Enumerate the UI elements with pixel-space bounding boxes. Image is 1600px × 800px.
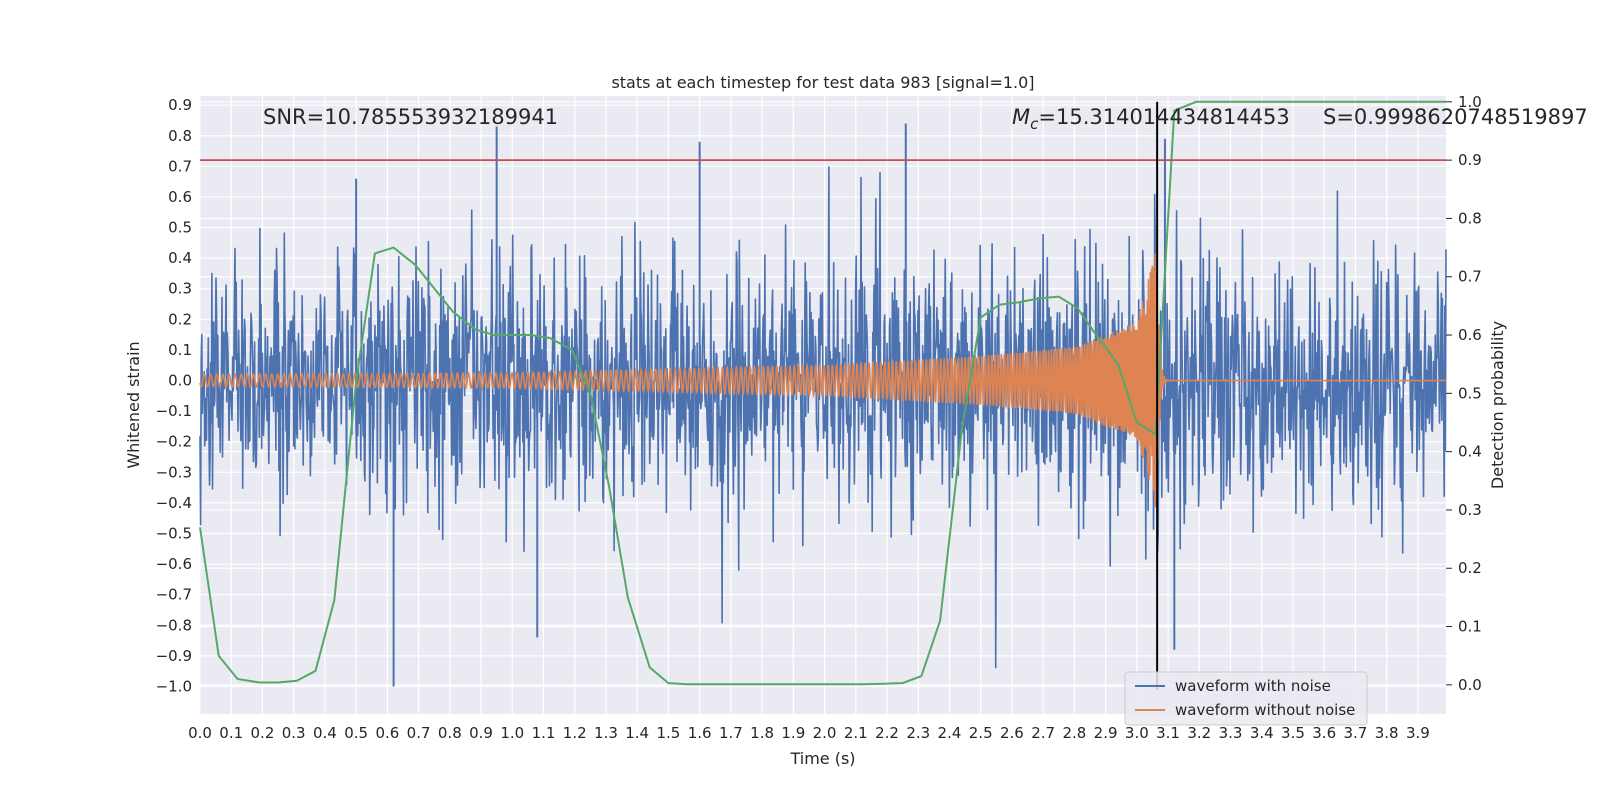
x-tick-label: 1.0 xyxy=(500,724,524,742)
x-tick-label: 0.1 xyxy=(219,724,243,742)
s-annotation: S=0.9998620748519897 xyxy=(1323,105,1588,129)
y2-tick-label: 0.7 xyxy=(1458,268,1482,286)
chirp-mass-value: =15.314014434814453 xyxy=(1038,105,1289,129)
x-tick-label: 3.1 xyxy=(1156,724,1180,742)
x-tick-label: 0.9 xyxy=(469,724,493,742)
x-tick-label: 1.6 xyxy=(688,724,712,742)
x-axis: 0.0 0.1 0.2 0.3 0.4 0.5 0.6 0.7 0.8 0.9 1.0 1.1 1.2 1… xyxy=(188,724,1430,742)
x-tick-label: 2.4 xyxy=(938,724,962,742)
x-tick-label: 1.4 xyxy=(625,724,649,742)
x-tick-label: 3.8 xyxy=(1375,724,1399,742)
y2-tick-label: 0.3 xyxy=(1458,501,1482,519)
x-tick-label: 2.3 xyxy=(906,724,930,742)
x-tick-label: 2.8 xyxy=(1062,724,1086,742)
y-tick-label: 0.8 xyxy=(168,127,192,145)
y2-tick-label: 0.8 xyxy=(1458,209,1482,227)
x-axis-label: Time (s) xyxy=(789,749,855,768)
chirp-mass-annotation: Mc=15.314014434814453 xyxy=(1012,105,1290,133)
noise-trace xyxy=(199,166,1447,669)
x-tick-label: 0.4 xyxy=(313,724,337,742)
y2-tick-label: 0.2 xyxy=(1458,559,1482,577)
series-waveform-without-noise xyxy=(199,253,1446,508)
x-tick-label: 0.6 xyxy=(375,724,399,742)
clean-trace xyxy=(199,253,1446,508)
legend: waveform with noise waveform without noi… xyxy=(1124,671,1368,726)
x-tick-label: 3.6 xyxy=(1312,724,1336,742)
y2-tick-label: 0.4 xyxy=(1458,443,1482,461)
y2-tick-label: 0.9 xyxy=(1458,151,1482,169)
y-axis-label: Whitened strain xyxy=(124,341,143,468)
x-tick-label: 2.0 xyxy=(813,724,837,742)
probability-trace xyxy=(199,100,1446,686)
x-tick-label: 1.7 xyxy=(719,724,743,742)
legend-label-noise: waveform with noise xyxy=(1175,677,1331,695)
y-tick-label: −0.9 xyxy=(156,647,192,665)
x-tick-label: 3.9 xyxy=(1406,724,1430,742)
y2-tick-label: 0.6 xyxy=(1458,326,1482,344)
y2-axis-label: Detection probability xyxy=(1488,321,1507,489)
legend-label-clean: waveform without noise xyxy=(1175,701,1355,719)
x-tick-label: 3.2 xyxy=(1187,724,1211,742)
y-tick-label: −0.1 xyxy=(156,402,192,420)
y-tick-label: 0.5 xyxy=(168,219,192,237)
x-tick-label: 3.7 xyxy=(1344,724,1368,742)
x-tick-label: 0.7 xyxy=(407,724,431,742)
legend-box xyxy=(1124,671,1368,726)
y-tick-label: −0.8 xyxy=(156,616,192,634)
y2-tick-label: 0.0 xyxy=(1458,676,1482,694)
x-tick-label: 1.2 xyxy=(563,724,587,742)
y2-tick-label: 1.0 xyxy=(1458,93,1482,111)
snr-annotation: SNR=10.785553932189941 xyxy=(263,105,558,129)
y-tick-label: 0.4 xyxy=(168,249,192,267)
x-tick-label: 3.0 xyxy=(1125,724,1149,742)
y-axis-left: 0.9 0.8 0.7 0.6 0.5 0.4 0.3 0.2 0.1 0.0 −0.1 −0.2 −0… xyxy=(156,96,192,695)
series-waveform-with-noise xyxy=(199,123,1447,687)
x-tick-label: 1.1 xyxy=(532,724,556,742)
y-tick-label: −0.5 xyxy=(156,524,192,542)
x-tick-label: 2.7 xyxy=(1031,724,1055,742)
y2-tick-label: 0.5 xyxy=(1458,384,1482,402)
chirp-mass-symbol: M xyxy=(1012,105,1030,129)
y2-tick-label: 0.1 xyxy=(1458,618,1482,636)
chart-title: stats at each timestep for test data 983… xyxy=(611,73,1034,92)
y-tick-label: −0.7 xyxy=(156,586,192,604)
y-tick-label: −1.0 xyxy=(156,677,192,695)
x-tick-label: 3.4 xyxy=(1250,724,1274,742)
x-tick-label: 3.3 xyxy=(1219,724,1243,742)
x-tick-label: 2.6 xyxy=(1000,724,1024,742)
y-tick-label: 0.0 xyxy=(168,372,192,390)
y-axis-right: 0.0 0.1 0.2 0.3 0.4 0.5 0.6 0.7 0.8 0.9 1.0 xyxy=(1446,93,1482,694)
reference-lines xyxy=(200,101,1446,690)
x-tick-label: 1.9 xyxy=(781,724,805,742)
y-tick-label: −0.6 xyxy=(156,555,192,573)
x-tick-label: 2.2 xyxy=(875,724,899,742)
x-tick-label: 1.3 xyxy=(594,724,618,742)
x-tick-label: 0.5 xyxy=(344,724,368,742)
y-tick-label: 0.3 xyxy=(168,280,192,298)
y-tick-label: −0.2 xyxy=(156,433,192,451)
x-tick-label: 1.8 xyxy=(750,724,774,742)
x-tick-label: 2.5 xyxy=(969,724,993,742)
y-tick-label: 0.1 xyxy=(168,341,192,359)
x-tick-label: 2.9 xyxy=(1094,724,1118,742)
x-tick-label: 0.2 xyxy=(251,724,275,742)
y-tick-label: −0.4 xyxy=(156,494,192,512)
x-tick-label: 1.5 xyxy=(656,724,680,742)
chirp-mass-subscript: c xyxy=(1030,115,1039,133)
y-tick-label: 0.7 xyxy=(168,157,192,175)
series-detection-probability xyxy=(199,100,1446,686)
x-tick-label: 0.0 xyxy=(188,724,212,742)
y-tick-label: 0.9 xyxy=(168,96,192,114)
y-tick-label: 0.2 xyxy=(168,310,192,328)
y-tick-label: −0.3 xyxy=(156,463,192,481)
x-tick-label: 3.5 xyxy=(1281,724,1305,742)
x-tick-label: 2.1 xyxy=(844,724,868,742)
x-tick-label: 0.8 xyxy=(438,724,462,742)
x-tick-label: 0.3 xyxy=(282,724,306,742)
y-tick-label: 0.6 xyxy=(168,188,192,206)
